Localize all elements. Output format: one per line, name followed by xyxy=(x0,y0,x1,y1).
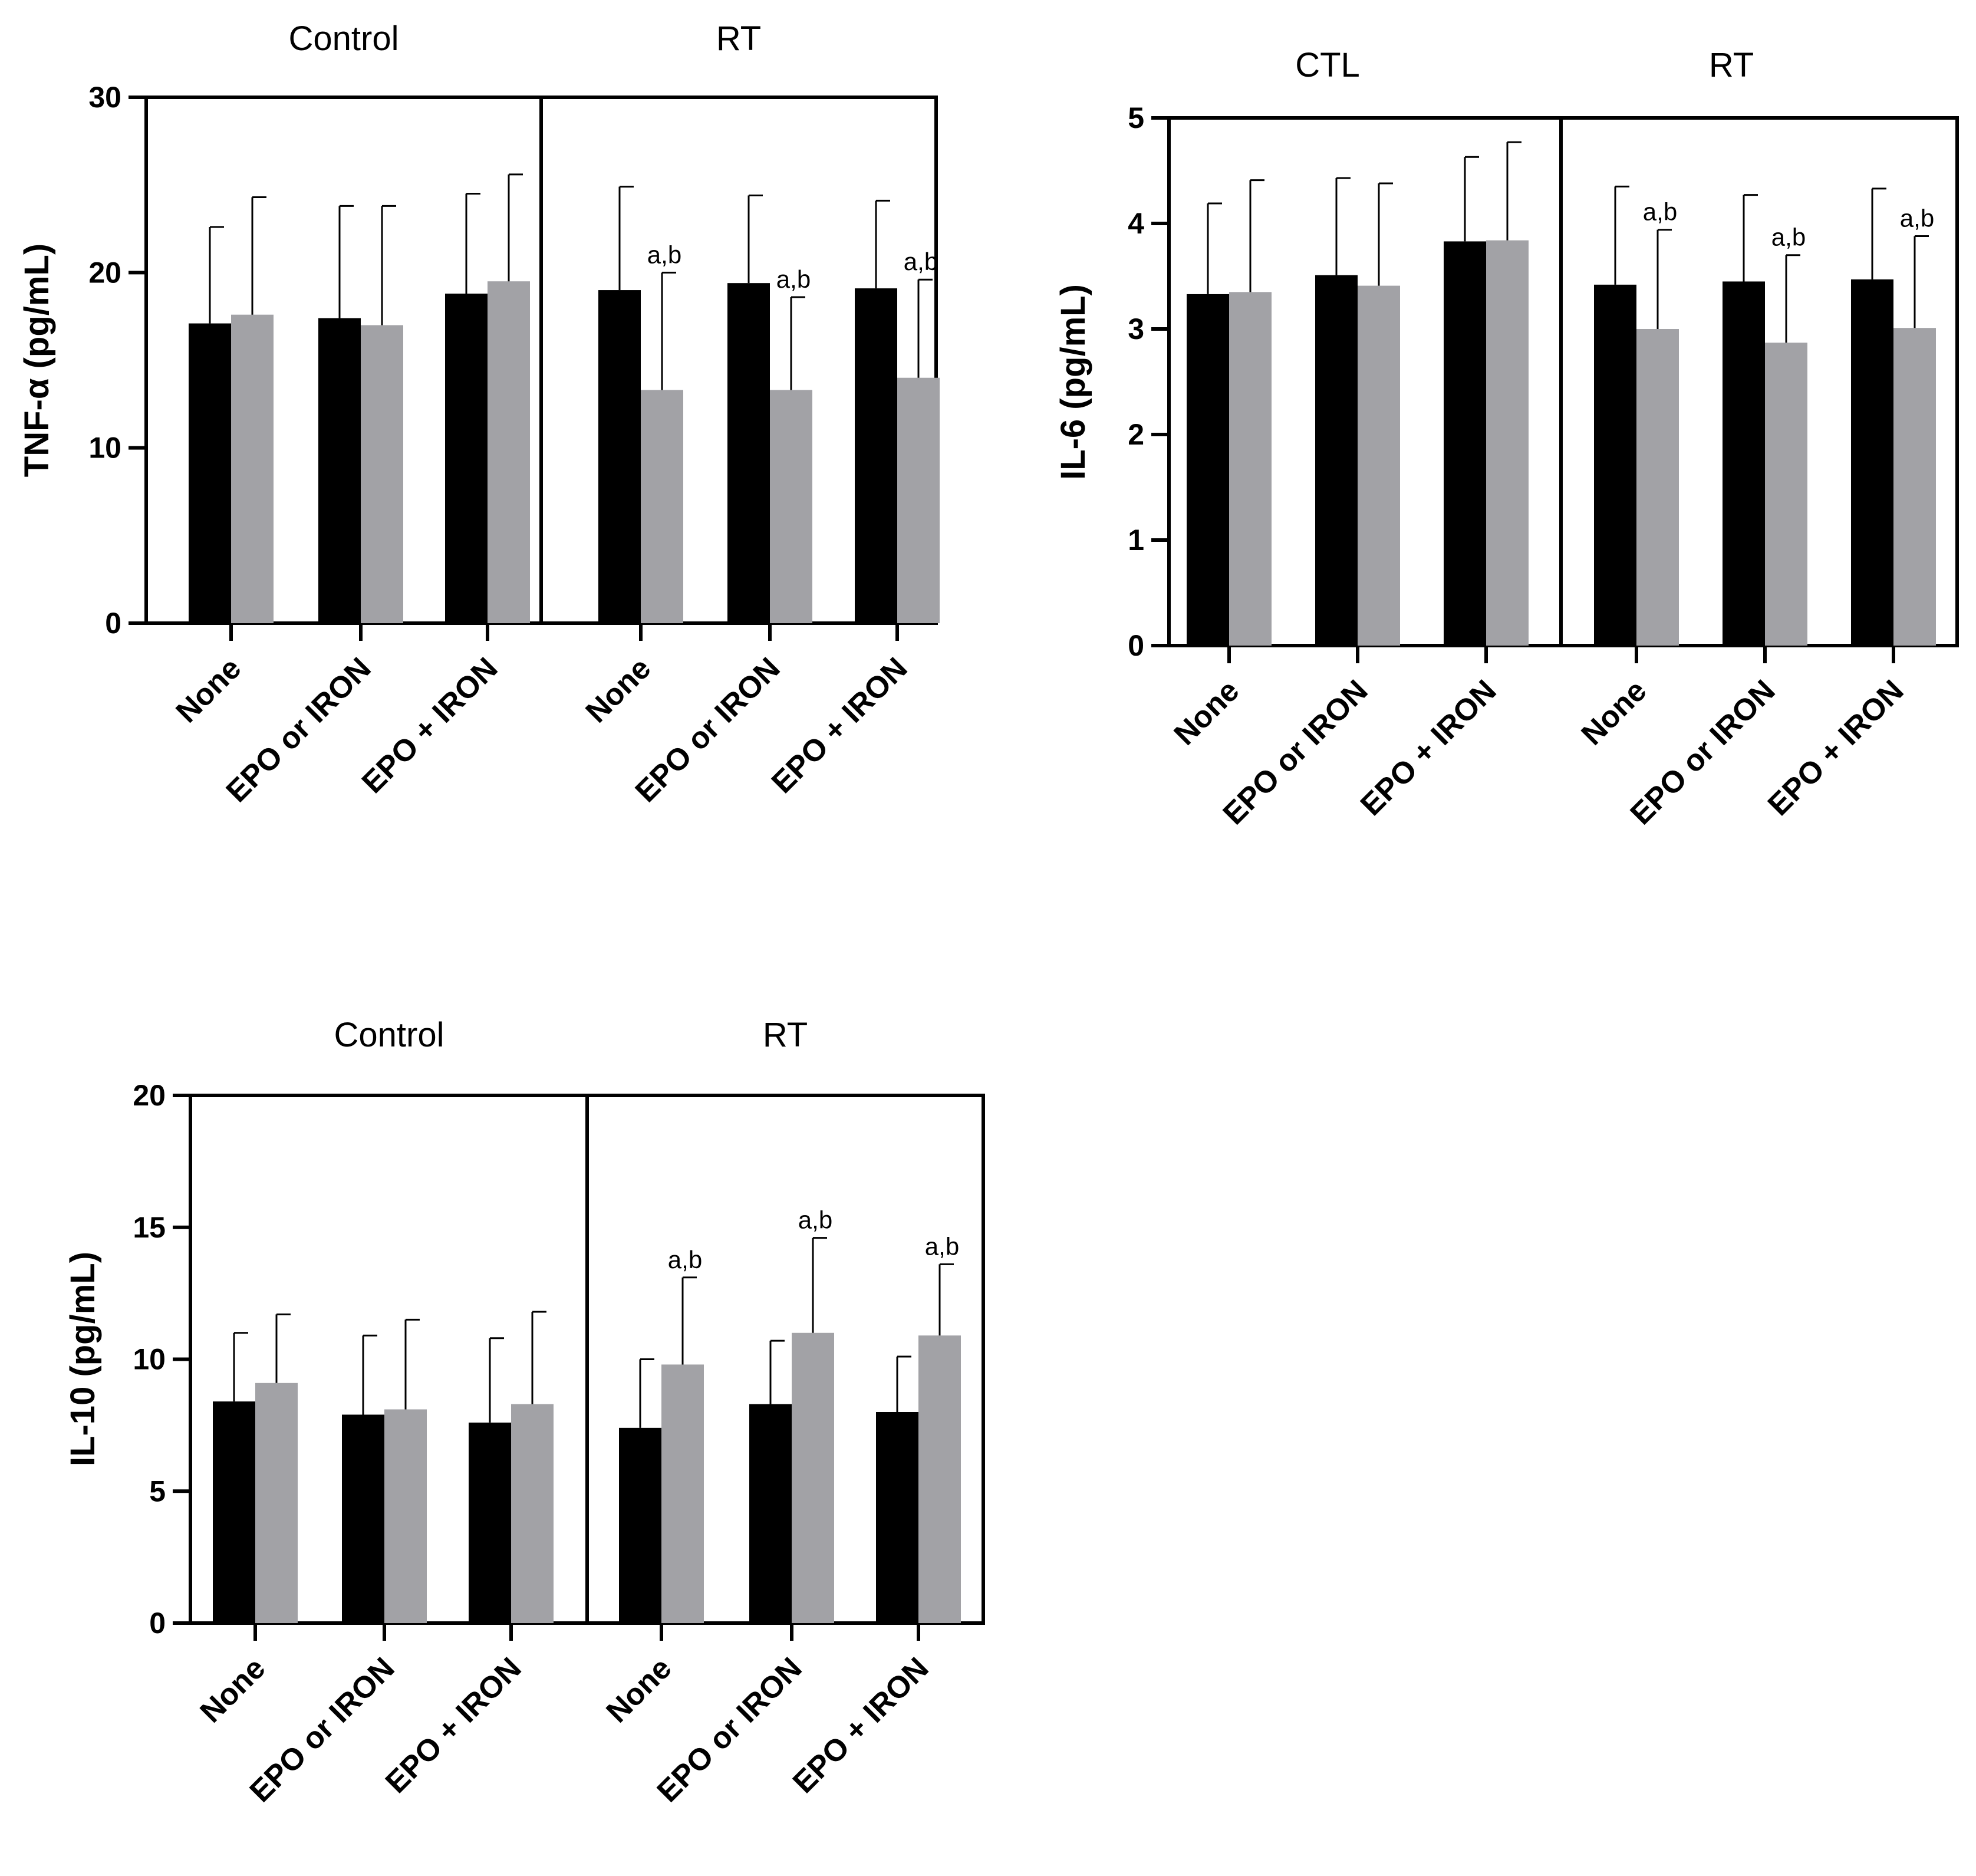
y-tick-label: 0 xyxy=(1128,629,1144,662)
group-label-control: Control xyxy=(334,1016,444,1054)
significance-annotation: a,b xyxy=(904,248,938,275)
bar-series-1 xyxy=(1315,275,1358,646)
bar-series-1 xyxy=(469,1422,511,1623)
group-label-rt: RT xyxy=(1709,46,1754,84)
bar-series-2 xyxy=(384,1409,427,1623)
y-tick-label: 15 xyxy=(133,1211,166,1244)
bar-series-2 xyxy=(1358,285,1400,646)
x-category-label: None xyxy=(1168,673,1246,752)
y-tick-label: 10 xyxy=(88,432,121,465)
x-category-label: EPO + IRON xyxy=(765,651,914,799)
bar-series-1 xyxy=(619,1427,661,1623)
x-category-label: None xyxy=(170,651,248,729)
y-tick-label: 5 xyxy=(1128,101,1144,134)
x-category-label: None xyxy=(194,1651,272,1729)
y-tick-label: 4 xyxy=(1128,207,1144,240)
bar-series-1 xyxy=(445,294,488,624)
bar-series-2 xyxy=(1486,240,1529,646)
y-tick-label: 2 xyxy=(1128,418,1144,451)
y-axis-title: IL-10 (pg/mL) xyxy=(64,1252,102,1466)
bar-series-2 xyxy=(770,390,812,623)
bar-series-1 xyxy=(749,1404,792,1623)
group-label-control: Control xyxy=(289,19,399,58)
bar-series-2 xyxy=(255,1383,298,1623)
bar-series-1 xyxy=(1187,294,1229,646)
y-tick-label: 30 xyxy=(88,81,121,114)
bar-series-2 xyxy=(641,390,683,623)
x-category-label: EPO + IRON xyxy=(379,1651,528,1799)
y-tick-label: 5 xyxy=(149,1475,166,1508)
group-label-ctl: CTL xyxy=(1295,46,1360,84)
x-category-label: None xyxy=(600,1651,679,1729)
y-tick-label: 1 xyxy=(1128,524,1144,557)
bar-series-2 xyxy=(361,325,403,623)
y-tick-label: 20 xyxy=(88,256,121,289)
x-category-label: EPO + IRON xyxy=(1761,673,1910,822)
bar-series-2 xyxy=(488,281,530,623)
bar-series-1 xyxy=(1444,241,1486,646)
y-axis-title: IL-6 (pg/mL) xyxy=(1054,284,1092,480)
bar-series-1 xyxy=(727,283,770,623)
bar-series-2 xyxy=(511,1404,554,1623)
bar-series-1 xyxy=(342,1414,384,1623)
bar-series-2 xyxy=(1765,343,1807,646)
y-tick-label: 10 xyxy=(133,1343,166,1376)
x-category-label: EPO + IRON xyxy=(1354,673,1503,822)
bar-series-2 xyxy=(1229,292,1272,646)
x-category-label: EPO + IRON xyxy=(355,651,504,799)
group-label-rt: RT xyxy=(763,1016,808,1054)
bar-series-1 xyxy=(213,1401,255,1623)
bar-series-1 xyxy=(876,1412,918,1623)
x-category-label: None xyxy=(1575,673,1654,752)
y-tick-label: 3 xyxy=(1128,312,1144,345)
chart-il-10: Control RT IL-10 (pg/mL) 0 5 10 15 20 a,b a,b… xyxy=(64,1016,985,1809)
plot-frame xyxy=(1167,116,1959,647)
significance-annotation: a,b xyxy=(925,1232,959,1260)
bar-series-2 xyxy=(792,1332,834,1623)
significance-annotation: a,b xyxy=(1643,198,1677,226)
group-label-rt: RT xyxy=(716,19,761,58)
bar-series-1 xyxy=(855,288,897,623)
y-axis-title: TNF-α (pg/mL) xyxy=(18,243,56,477)
bar-series-2 xyxy=(918,1335,961,1623)
x-category-label: None xyxy=(579,651,658,729)
bar-series-2 xyxy=(231,314,274,623)
bar-series-1 xyxy=(318,318,361,623)
bar-series-1 xyxy=(1594,284,1636,646)
y-tick-label: 0 xyxy=(105,607,121,640)
bar-series-1 xyxy=(1723,281,1765,646)
x-category-label: EPO + IRON xyxy=(786,1651,935,1799)
y-tick-label: 20 xyxy=(133,1079,166,1112)
significance-annotation: a,b xyxy=(798,1206,832,1234)
y-tick-label: 0 xyxy=(149,1607,166,1640)
significance-annotation: a,b xyxy=(1900,204,1934,232)
significance-annotation: a,b xyxy=(668,1246,702,1273)
bar-series-2 xyxy=(1893,328,1936,646)
bar-series-2 xyxy=(1636,329,1679,646)
significance-annotation: a,b xyxy=(776,265,811,293)
significance-annotation: a,b xyxy=(1771,223,1806,251)
bar-series-2 xyxy=(897,377,940,623)
chart-il-6: CTL RT IL-6 (pg/mL) 0 1 2 3 4 5 a,b a,b a,b Non… xyxy=(1054,46,1959,831)
bar-series-1 xyxy=(189,323,231,623)
bar-series-2 xyxy=(661,1364,704,1623)
chart-tnf-alpha: Control RT TNF-α (pg/mL) 0 10 20 30 a,b a,b a… xyxy=(18,19,940,809)
bar-series-1 xyxy=(1851,279,1893,646)
bar-series-1 xyxy=(598,290,641,624)
significance-annotation: a,b xyxy=(647,241,681,268)
